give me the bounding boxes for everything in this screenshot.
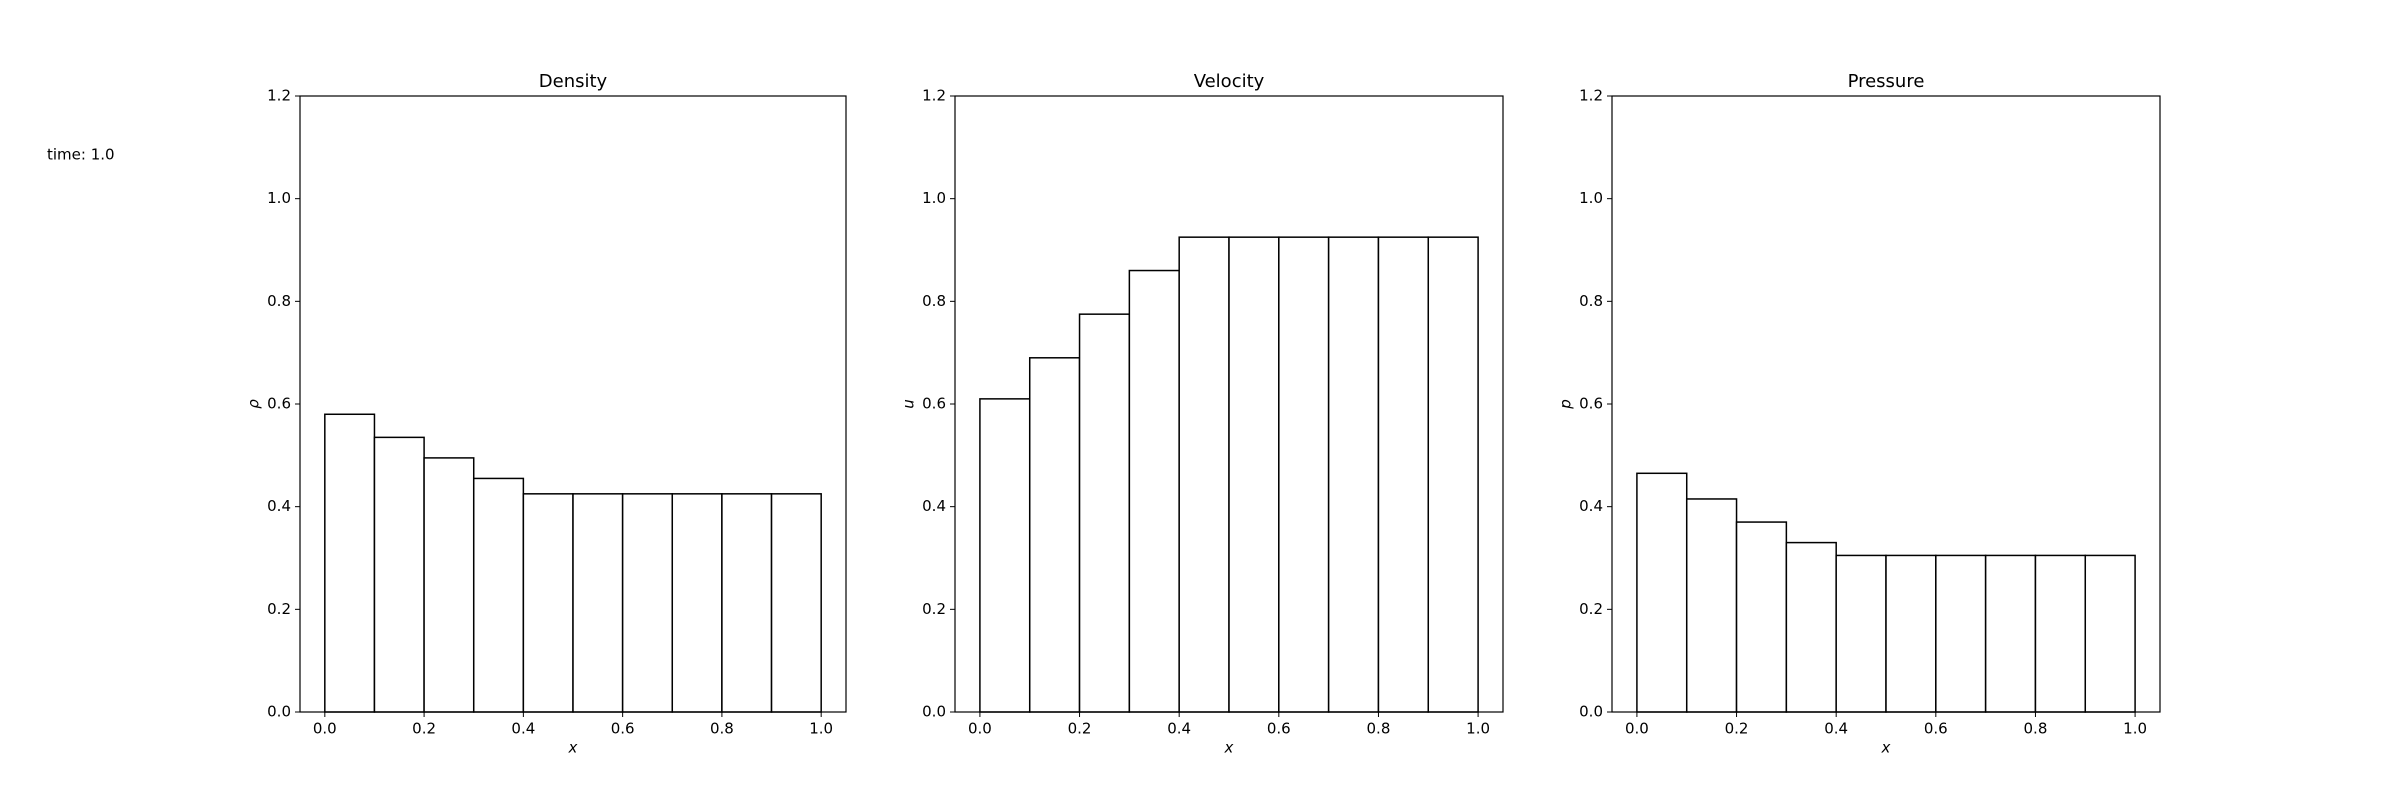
bar — [621, 493, 674, 713]
y-axis-label: ρ — [245, 399, 263, 409]
bar — [1228, 236, 1280, 713]
bar — [472, 477, 525, 713]
y-tick-label: 0.4 — [267, 497, 291, 515]
x-tick-label: 0.0 — [313, 720, 337, 738]
x-tick-label: 0.0 — [968, 720, 992, 738]
bar — [1984, 554, 2037, 713]
bar — [1735, 521, 1788, 713]
x-tick-label: 1.0 — [809, 720, 833, 738]
bar — [1885, 554, 1937, 713]
y-tick-label: 0.0 — [1579, 703, 1603, 721]
x-tick-label: 0.8 — [710, 720, 734, 738]
y-tick-label: 0.8 — [922, 292, 946, 310]
bar — [1785, 541, 1837, 713]
y-tick-label: 0.6 — [922, 395, 946, 413]
bar — [1835, 554, 1887, 713]
x-tick-label: 0.8 — [1367, 720, 1391, 738]
y-axis-label: u — [900, 399, 918, 409]
y-axis-label: p — [1557, 399, 1575, 410]
x-tick-label: 0.6 — [1267, 720, 1291, 738]
bar — [1427, 236, 1479, 713]
bar — [2084, 554, 2136, 713]
y-tick-label: 0.8 — [1579, 292, 1603, 310]
y-tick-label: 1.0 — [1579, 189, 1603, 207]
x-tick-label: 0.4 — [511, 720, 535, 738]
y-tick-label: 0.8 — [267, 292, 291, 310]
x-tick-label: 0.2 — [1068, 720, 1092, 738]
chart-title: Pressure — [1848, 71, 1925, 92]
bar — [1327, 236, 1380, 713]
x-tick-label: 0.4 — [1824, 720, 1848, 738]
x-tick-label: 0.8 — [2024, 720, 2048, 738]
bar — [522, 493, 574, 713]
bar — [1028, 357, 1081, 713]
x-axis-label: x — [1224, 739, 1234, 757]
y-tick-label: 1.2 — [1579, 87, 1603, 105]
bar — [1935, 554, 1987, 713]
x-tick-label: 0.4 — [1167, 720, 1191, 738]
bar — [1636, 472, 1688, 713]
y-tick-label: 0.4 — [1579, 497, 1603, 515]
bar — [1685, 498, 1738, 713]
x-axis-label: x — [1881, 739, 1891, 757]
y-tick-label: 0.0 — [267, 703, 291, 721]
x-tick-label: 0.0 — [1625, 720, 1649, 738]
bar — [1278, 236, 1330, 713]
x-tick-label: 0.6 — [1924, 720, 1948, 738]
y-tick-label: 0.2 — [267, 600, 291, 618]
bar — [979, 398, 1031, 713]
bar — [1178, 236, 1230, 713]
y-tick-label: 0.4 — [922, 497, 946, 515]
x-tick-label: 0.6 — [611, 720, 635, 738]
y-tick-label: 1.0 — [922, 189, 946, 207]
bar — [1128, 269, 1180, 713]
chart-title: Velocity — [1194, 71, 1265, 92]
x-tick-label: 1.0 — [1466, 720, 1490, 738]
bar — [373, 436, 425, 713]
x-tick-label: 1.0 — [2123, 720, 2147, 738]
bar — [721, 493, 773, 713]
bar — [2034, 554, 2087, 713]
bar — [671, 493, 723, 713]
x-tick-label: 0.2 — [412, 720, 436, 738]
y-tick-label: 0.2 — [1579, 600, 1603, 618]
time-label: time: 1.0 — [47, 146, 115, 164]
y-tick-label: 1.2 — [922, 87, 946, 105]
bar — [1078, 313, 1131, 713]
chart-title: Density — [539, 71, 608, 92]
y-tick-label: 1.0 — [267, 189, 291, 207]
bar — [770, 493, 822, 713]
bar — [572, 493, 624, 713]
bar — [324, 413, 376, 713]
y-tick-label: 0.0 — [922, 703, 946, 721]
bar — [423, 457, 475, 713]
y-tick-label: 0.6 — [267, 395, 291, 413]
bar — [1377, 236, 1430, 713]
x-tick-label: 0.2 — [1725, 720, 1749, 738]
y-tick-label: 0.6 — [1579, 395, 1603, 413]
y-tick-label: 1.2 — [267, 87, 291, 105]
x-axis-label: x — [568, 739, 578, 757]
y-tick-label: 0.2 — [922, 600, 946, 618]
